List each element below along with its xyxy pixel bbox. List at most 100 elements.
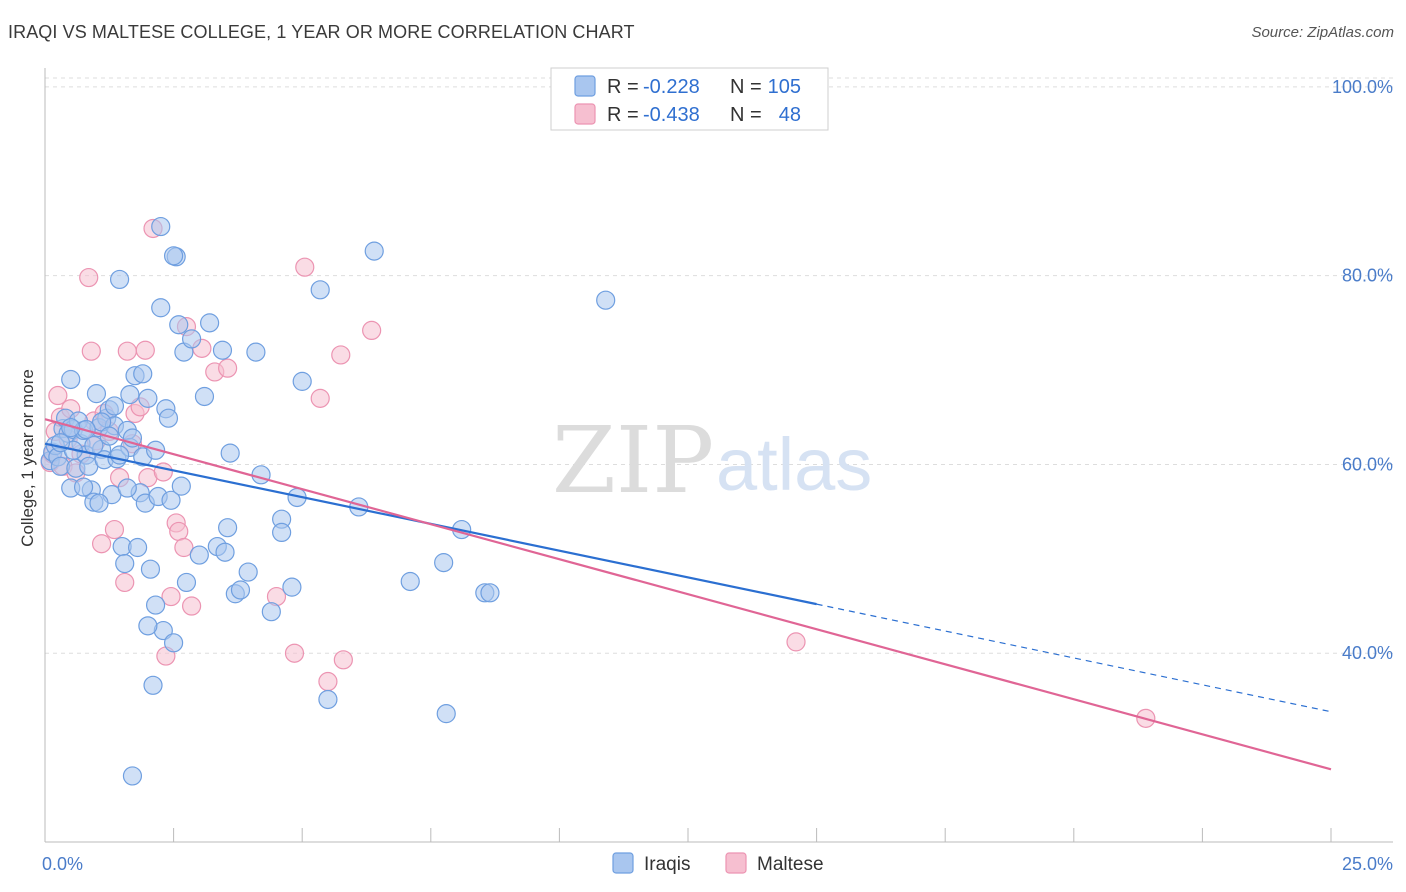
iraqis-point — [109, 269, 130, 290]
iraqis-point — [133, 364, 153, 384]
maltese-point — [169, 521, 189, 542]
iraqis-point — [61, 369, 81, 390]
iraqis-point — [164, 633, 184, 653]
chart-title: IRAQI VS MALTESE COLLEGE, 1 YEAR OR MORE… — [8, 22, 635, 42]
maltese-point — [284, 643, 305, 663]
iraqis-point — [171, 476, 191, 496]
iraqis-point — [138, 616, 158, 636]
iraqis-points — [40, 216, 616, 786]
maltese-regression-line — [44, 418, 1332, 771]
iraqis-point — [122, 766, 143, 786]
iraqis-point — [230, 580, 251, 600]
iraqis-point — [434, 553, 454, 573]
iraqis-point — [189, 545, 209, 565]
y-tick-label: 40.0% — [1342, 643, 1393, 663]
bottom-legend-label: Iraqis — [644, 854, 690, 875]
legend-n-value: 105 — [768, 76, 801, 98]
maltese-point — [786, 632, 806, 652]
maltese-point — [331, 345, 351, 365]
iraqis-point — [151, 298, 171, 318]
iraqis-point — [218, 518, 238, 538]
iraqis-point — [261, 602, 281, 622]
regression-lines — [44, 418, 1332, 771]
legend-box — [550, 67, 829, 131]
iraqis-point — [161, 490, 181, 510]
legend-swatch-maltese — [574, 103, 596, 125]
iraqis-point — [164, 246, 184, 266]
iraqis-point — [169, 315, 189, 335]
iraqis-point — [246, 342, 266, 362]
maltese-point — [117, 341, 137, 361]
iraqis-point — [145, 595, 166, 615]
iraqis-point — [104, 396, 125, 416]
iraqis-regression-extension — [816, 603, 1332, 713]
iraqis-point — [200, 313, 220, 333]
maltese-point — [135, 340, 155, 360]
bottom-legend-label: Maltese — [757, 854, 824, 875]
iraqis-point — [151, 216, 171, 237]
iraqis-point — [400, 571, 420, 592]
legend-r-value: -0.438 — [643, 104, 700, 126]
legend-r-label: R = — [607, 104, 639, 126]
iraqis-point — [182, 329, 202, 349]
maltese-point — [362, 320, 382, 341]
y-tick-label: 60.0% — [1342, 454, 1393, 474]
maltese-point — [174, 537, 194, 558]
iraqis-point — [176, 572, 197, 593]
y-tick-label: 80.0% — [1342, 266, 1393, 286]
maltese-point — [333, 650, 353, 670]
iraqis-point — [73, 477, 94, 497]
maltese-point — [91, 534, 112, 554]
bottom-legend-swatch-maltese — [725, 852, 747, 874]
top-legend: R = -0.228 N = 105 R = -0.438 N = 48 — [550, 67, 829, 131]
iraqis-point — [120, 384, 140, 405]
legend-n-label: N = — [730, 76, 762, 98]
iraqis-point — [158, 408, 179, 428]
iraqis-point — [310, 280, 330, 300]
iraqis-point — [318, 689, 338, 710]
x-tick-label: 25.0% — [1342, 854, 1393, 874]
iraqis-point — [212, 340, 233, 360]
legend-r-value: -0.228 — [643, 76, 700, 98]
maltese-point — [115, 572, 135, 593]
iraqis-point — [364, 241, 384, 261]
y-tick-label: 100.0% — [1332, 77, 1393, 97]
maltese-point — [218, 358, 238, 378]
iraqis-point — [292, 371, 312, 391]
maltese-point — [48, 385, 68, 406]
tick-labels: 100.0% 80.0% 60.0% 40.0% 0.0% 25.0% — [42, 77, 1393, 874]
iraqis-point — [251, 465, 271, 485]
iraqis-point — [143, 675, 163, 695]
iraqis-point — [89, 493, 109, 513]
maltese-point — [318, 671, 338, 692]
iraqis-point — [220, 443, 240, 463]
legend-n-label: N = — [730, 104, 762, 126]
maltese-point — [161, 586, 181, 607]
bottom-legend: Iraqis Maltese — [612, 852, 824, 875]
iraqis-point — [272, 522, 292, 543]
iraqis-point — [282, 577, 302, 597]
maltese-point — [153, 462, 173, 482]
maltese-point — [295, 257, 315, 277]
iraqis-point — [138, 388, 158, 408]
iraqis-point — [194, 386, 215, 407]
y-axis-title: College, 1 year or more — [18, 369, 37, 547]
bottom-legend-swatch-iraqis — [612, 852, 634, 874]
watermark-atlas: atlas — [716, 423, 872, 506]
iraqis-point — [480, 583, 500, 603]
iraqis-point — [596, 290, 616, 310]
iraqis-point — [115, 553, 135, 574]
maltese-point — [81, 341, 101, 361]
x-tick-label: 0.0% — [42, 854, 83, 874]
watermark: ZIP atlas — [552, 407, 872, 514]
iraqis-point — [127, 537, 148, 558]
iraqis-point — [238, 562, 258, 582]
maltese-point — [310, 388, 330, 408]
maltese-point — [104, 519, 125, 540]
iraqis-point — [436, 704, 456, 724]
maltese-point — [79, 267, 99, 288]
legend-n-value: 48 — [779, 104, 801, 126]
legend-r-label: R = — [607, 76, 639, 98]
maltese-point — [182, 596, 202, 616]
